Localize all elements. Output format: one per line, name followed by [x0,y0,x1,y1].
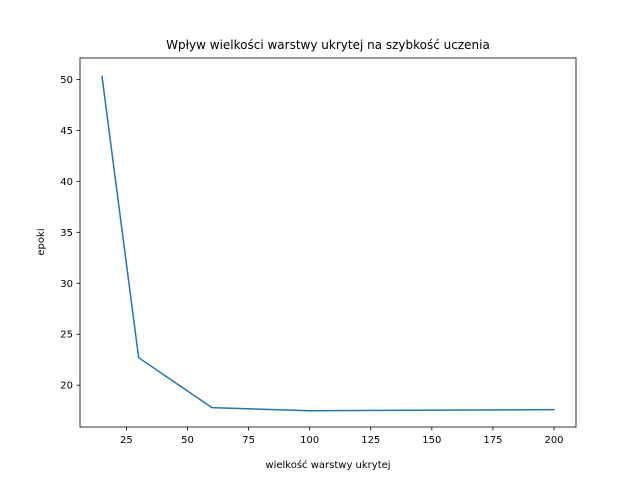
x-tick-label: 75 [242,435,255,446]
y-tick-label: 35 [60,228,73,239]
x-tick-label: 175 [483,435,502,446]
y-axis-label: epoki [36,228,47,255]
chart-title: Wpływ wielkości warstwy ukrytej na szybk… [166,38,490,52]
y-tick-label: 45 [60,126,73,137]
plot-area [101,75,555,412]
y-tick-label: 40 [60,177,73,188]
x-tick-label: 125 [361,435,380,446]
y-tick-label: 30 [60,279,73,290]
plot-frame [79,57,577,428]
x-tick-label: 200 [544,435,563,446]
x-axis-label: wielkość warstwy ukrytej [265,459,390,471]
y-tick-label: 20 [60,381,73,392]
x-tick-label: 150 [422,435,441,446]
y-tick-label: 25 [60,330,73,341]
series-line [101,75,555,412]
x-tick-label: 25 [120,435,133,446]
y-tick-label: 50 [60,75,73,86]
x-tick-label: 100 [300,435,319,446]
x-tick-label: 50 [181,435,194,446]
